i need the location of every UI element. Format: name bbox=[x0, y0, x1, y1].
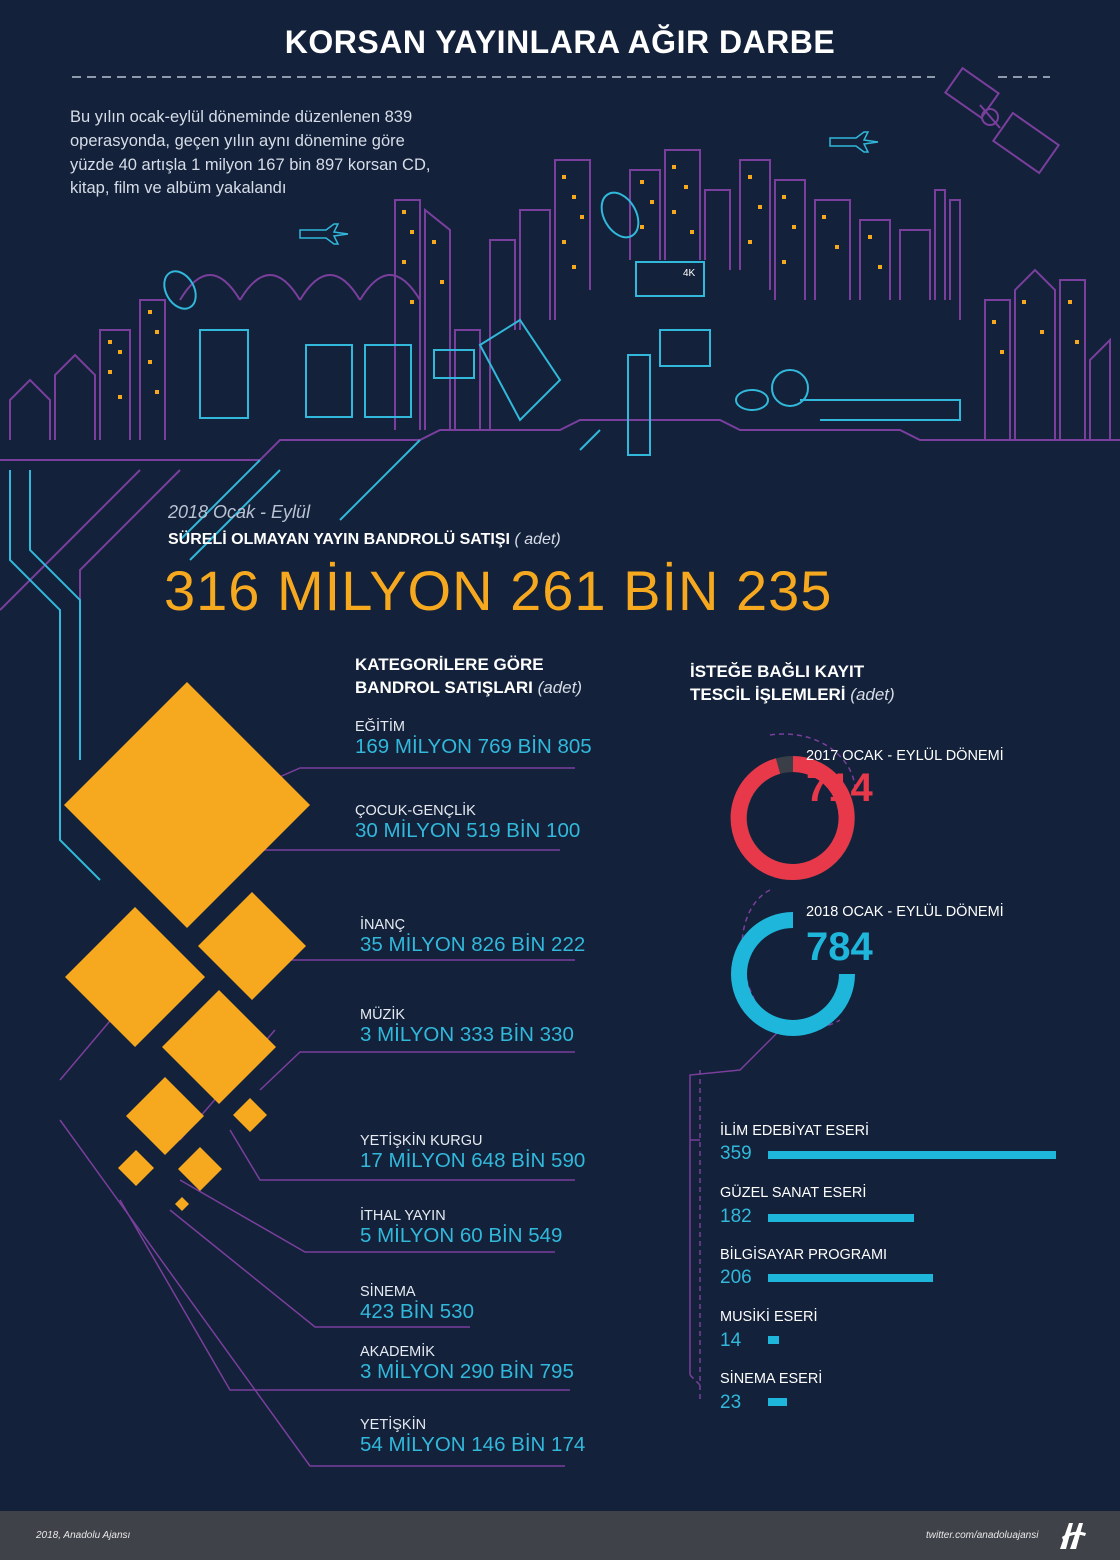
city-illustration: 4K bbox=[0, 66, 1120, 1467]
category-value: 423 BİN 530 bbox=[360, 1300, 474, 1323]
reg-label-musiki: MUSİKİ ESERİ bbox=[720, 1309, 818, 1325]
ring-2017 bbox=[730, 756, 855, 880]
category-item-inanc: İNANÇ 35 MİLYON 826 BİN 222 bbox=[360, 917, 585, 957]
sales-title-text: SÜRELİ OLMAYAN YAYIN BANDROLÜ SATIŞI bbox=[168, 531, 510, 548]
category-diamonds bbox=[64, 682, 310, 1211]
sales-period: 2018 Ocak - Eylül bbox=[168, 502, 311, 522]
period-value-2017: 714 bbox=[806, 766, 873, 810]
svg-text:4K: 4K bbox=[683, 268, 696, 279]
category-label: MÜZİK bbox=[360, 1007, 406, 1023]
categories-heading: KATEGORİLERE GÖRE BANDROL SATIŞLARI (ade… bbox=[355, 653, 582, 699]
ring-2018 bbox=[731, 912, 855, 1036]
reg-value-guzel-sanat: 182 bbox=[720, 1206, 752, 1227]
category-value: 5 MİLYON 60 BİN 549 bbox=[360, 1224, 563, 1247]
page-title: KORSAN YAYINLARA AĞIR DARBE bbox=[284, 24, 836, 60]
category-item-cocuk-genclik: ÇOCUK-GENÇLİK 30 MİLYON 519 BİN 100 bbox=[355, 803, 580, 843]
category-label: YETİŞKİN bbox=[360, 1417, 427, 1433]
reg-label-bilgisayar: BİLGİSAYAR PROGRAMI bbox=[720, 1247, 888, 1263]
category-value: 3 MİLYON 290 BİN 795 bbox=[360, 1360, 574, 1383]
categories-heading-line1: KATEGORİLERE GÖRE bbox=[355, 655, 544, 674]
category-item-yetiskin-kurgu: YETİŞKİN KURGU 17 MİLYON 648 BİN 590 bbox=[360, 1133, 585, 1173]
period-label-2018: 2018 OCAK - EYLÜL DÖNEMİ bbox=[806, 904, 1004, 920]
reg-bar-ilim-edebiyat bbox=[768, 1151, 1056, 1159]
category-label: EĞİTİM bbox=[355, 719, 405, 735]
footer-twitter-link[interactable]: twitter.com/anadoluajansi bbox=[926, 1530, 1039, 1541]
category-label: ÇOCUK-GENÇLİK bbox=[355, 803, 476, 819]
category-item-yetiskin: YETİŞKİN 54 MİLYON 146 BİN 174 bbox=[360, 1417, 585, 1457]
registration-heading-line2: TESCİL İŞLEMLERİ bbox=[690, 685, 846, 704]
category-value: 30 MİLYON 519 BİN 100 bbox=[355, 819, 581, 842]
category-item-egitim: EĞİTİM 169 MİLYON 769 BİN 805 bbox=[355, 719, 592, 759]
reg-value-bilgisayar: 206 bbox=[720, 1267, 752, 1288]
footer-bar bbox=[0, 1511, 1120, 1560]
category-item-ithal-yayin: İTHAL YAYIN 5 MİLYON 60 BİN 549 bbox=[360, 1208, 562, 1248]
category-label: İTHAL YAYIN bbox=[360, 1208, 446, 1224]
reg-bar-bilgisayar bbox=[768, 1274, 933, 1282]
category-label: SİNEMA bbox=[360, 1284, 416, 1300]
reg-label-guzel-sanat: GÜZEL SANAT ESERİ bbox=[720, 1185, 867, 1201]
registration-unit: (adet) bbox=[850, 685, 895, 704]
period-value-2018: 784 bbox=[806, 925, 873, 969]
registration-heading-line1: İSTEĞE BAĞLI KAYIT bbox=[690, 662, 865, 681]
category-label: YETİŞKİN KURGU bbox=[360, 1133, 483, 1149]
sales-title: SÜRELİ OLMAYAN YAYIN BANDROLÜ SATIŞI ( a… bbox=[168, 531, 561, 549]
category-value: 54 MİLYON 146 BİN 174 bbox=[360, 1433, 586, 1456]
ring-2018-arc bbox=[731, 912, 855, 1036]
categories-unit: (adet) bbox=[537, 678, 583, 697]
aa-logo-icon bbox=[1060, 1523, 1086, 1549]
category-label: AKADEMİK bbox=[360, 1344, 435, 1360]
category-value: 17 MİLYON 648 BİN 590 bbox=[360, 1149, 586, 1172]
airplane-icon bbox=[299, 223, 349, 245]
reg-label-ilim-edebiyat: İLİM EDEBİYAT ESERİ bbox=[720, 1123, 870, 1139]
category-value: 35 MİLYON 826 BİN 222 bbox=[360, 933, 586, 956]
reg-value-musiki: 14 bbox=[720, 1330, 742, 1351]
reg-value-sinema: 23 bbox=[720, 1392, 742, 1413]
sales-total: 316 MİLYON 261 BİN 235 bbox=[164, 559, 833, 622]
sales-unit: ( adet) bbox=[514, 531, 561, 548]
period-label-2017: 2017 OCAK - EYLÜL DÖNEMİ bbox=[806, 748, 1004, 764]
category-item-muzik: MÜZİK 3 MİLYON 333 BİN 330 bbox=[360, 1007, 574, 1047]
category-value: 3 MİLYON 333 BİN 330 bbox=[360, 1023, 574, 1046]
reg-bar-guzel-sanat bbox=[768, 1214, 914, 1222]
footer-credit: 2018, Anadolu Ajansı bbox=[36, 1530, 131, 1541]
category-label: İNANÇ bbox=[360, 917, 406, 933]
intro-paragraph: Bu yılın ocak-eylül döneminde düzenlenen… bbox=[70, 108, 431, 198]
ring-2017-arc bbox=[730, 756, 855, 880]
category-value: 169 MİLYON 769 BİN 805 bbox=[355, 735, 592, 758]
registration-heading: İSTEĞE BAĞLI KAYIT TESCİL İŞLEMLERİ (ade… bbox=[690, 660, 895, 706]
category-item-akademik: AKADEMİK 3 MİLYON 290 BİN 795 bbox=[360, 1344, 574, 1384]
reg-bar-sinema bbox=[768, 1398, 787, 1406]
airplane-icon bbox=[829, 131, 879, 153]
category-item-sinema: SİNEMA 423 BİN 530 bbox=[360, 1284, 474, 1324]
categories-heading-line2: BANDROL SATIŞLARI bbox=[355, 678, 533, 697]
satellite-icon bbox=[943, 66, 1061, 175]
reg-label-sinema: SİNEMA ESERİ bbox=[720, 1371, 823, 1387]
reg-bar-musiki bbox=[768, 1336, 779, 1344]
reg-value-ilim-edebiyat: 359 bbox=[720, 1143, 752, 1164]
